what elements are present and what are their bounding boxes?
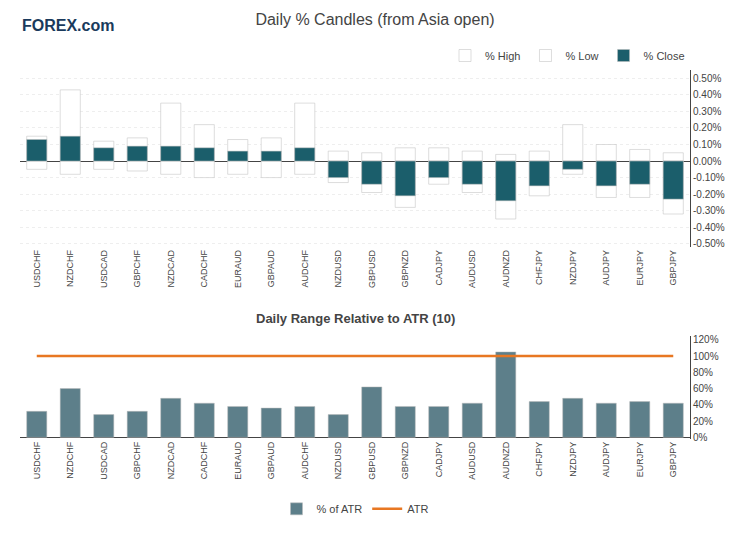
svg-text:NZDCHF: NZDCHF [65, 441, 75, 478]
svg-text:% High: % High [485, 50, 520, 62]
svg-text:20%: 20% [693, 416, 713, 427]
svg-text:Daily Range Relative to ATR (1: Daily Range Relative to ATR (10) [256, 311, 455, 326]
svg-text:USDCHF: USDCHF [32, 441, 42, 479]
svg-text:AUDUSD: AUDUSD [467, 249, 477, 288]
svg-text:EURJPY: EURJPY [635, 250, 645, 286]
svg-text:CADJPY: CADJPY [434, 250, 444, 286]
svg-text:NZDUSD: NZDUSD [333, 249, 343, 287]
svg-text:GBPAUD: GBPAUD [266, 249, 276, 287]
svg-text:AUDNZD: AUDNZD [501, 249, 511, 287]
svg-text:% of ATR: % of ATR [317, 503, 363, 515]
svg-text:CHFJPY: CHFJPY [534, 250, 544, 285]
svg-text:USDCAD: USDCAD [99, 441, 109, 480]
svg-text:AUDCHF: AUDCHF [300, 441, 310, 479]
svg-text:0%: 0% [693, 432, 708, 443]
svg-text:NZDJPY: NZDJPY [568, 250, 578, 285]
svg-text:-0.10%: -0.10% [693, 172, 725, 183]
svg-text:80%: 80% [693, 367, 713, 378]
svg-text:NZDJPY: NZDJPY [568, 442, 578, 477]
svg-text:GBPJPY: GBPJPY [668, 442, 678, 478]
svg-text:40%: 40% [693, 399, 713, 410]
svg-text:AUDUSD: AUDUSD [467, 441, 477, 480]
svg-text:ATR: ATR [407, 503, 428, 515]
svg-text:CHFJPY: CHFJPY [534, 442, 544, 477]
svg-text:GBPUSD: GBPUSD [367, 441, 377, 480]
svg-text:CADCHF: CADCHF [199, 249, 209, 287]
svg-text:AUDJPY: AUDJPY [601, 250, 611, 286]
svg-text:AUDNZD: AUDNZD [501, 441, 511, 479]
svg-text:FOREX.com: FOREX.com [22, 17, 114, 34]
svg-text:AUDCHF: AUDCHF [300, 249, 310, 287]
svg-text:USDCAD: USDCAD [99, 249, 109, 288]
svg-text:0.30%: 0.30% [693, 106, 721, 117]
svg-text:GBPUSD: GBPUSD [367, 249, 377, 288]
svg-text:Daily % Candles (from Asia ope: Daily % Candles (from Asia open) [255, 11, 494, 28]
svg-text:NZDCHF: NZDCHF [65, 249, 75, 286]
svg-text:-0.30%: -0.30% [693, 205, 725, 216]
svg-text:0.00%: 0.00% [693, 156, 721, 167]
svg-text:% Low: % Low [565, 50, 598, 62]
svg-text:0.50%: 0.50% [693, 73, 721, 84]
svg-text:NZDUSD: NZDUSD [333, 441, 343, 479]
svg-text:% Close: % Close [644, 50, 685, 62]
svg-text:100%: 100% [693, 351, 719, 362]
svg-text:60%: 60% [693, 383, 713, 394]
svg-text:-0.20%: -0.20% [693, 189, 725, 200]
svg-text:0.20%: 0.20% [693, 122, 721, 133]
svg-text:GBPNZD: GBPNZD [400, 249, 410, 287]
svg-text:GBPCHF: GBPCHF [132, 441, 142, 479]
svg-text:120%: 120% [693, 334, 719, 345]
svg-text:GBPNZD: GBPNZD [400, 441, 410, 479]
svg-text:NZDCAD: NZDCAD [166, 441, 176, 479]
svg-text:0.10%: 0.10% [693, 139, 721, 150]
svg-text:-0.40%: -0.40% [693, 222, 725, 233]
svg-text:EURAUD: EURAUD [233, 249, 243, 288]
svg-text:GBPJPY: GBPJPY [668, 250, 678, 286]
svg-text:EURJPY: EURJPY [635, 442, 645, 478]
svg-text:GBPAUD: GBPAUD [266, 441, 276, 479]
svg-text:NZDCAD: NZDCAD [166, 249, 176, 287]
svg-text:0.40%: 0.40% [693, 89, 721, 100]
svg-text:CADCHF: CADCHF [199, 441, 209, 479]
svg-text:-0.50%: -0.50% [693, 238, 725, 249]
svg-text:GBPCHF: GBPCHF [132, 249, 142, 287]
svg-text:CADJPY: CADJPY [434, 442, 444, 478]
svg-text:AUDJPY: AUDJPY [601, 442, 611, 478]
svg-text:USDCHF: USDCHF [32, 249, 42, 287]
svg-text:EURAUD: EURAUD [233, 441, 243, 480]
